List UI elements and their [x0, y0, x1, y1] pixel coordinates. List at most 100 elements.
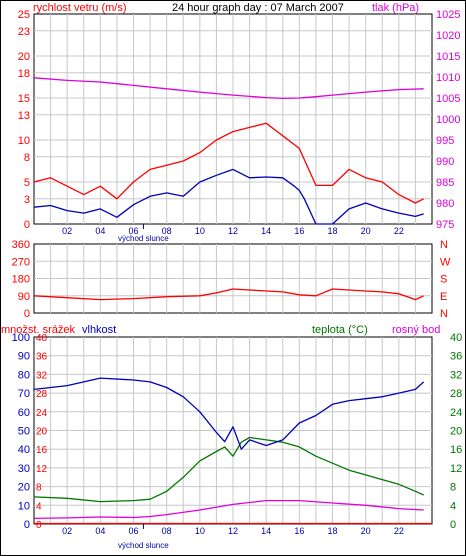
precip-tick-label: 32 [36, 370, 48, 381]
x-tick-label: 12 [228, 226, 238, 236]
y-left-tick-label: 8 [24, 152, 30, 164]
direction-label: N [440, 239, 448, 251]
humidity-tick-label: 60 [18, 407, 30, 419]
y-left-tick-label: 23 [18, 26, 30, 38]
x-tick-label: 04 [95, 226, 105, 236]
humidity-tick-label: 50 [18, 426, 30, 438]
humidity-line [33, 377, 425, 450]
precip-tick-label: 8 [36, 483, 42, 494]
y-left-tick-label: 5 [24, 177, 30, 189]
x-tick-label: 06 [128, 526, 138, 536]
y-left-tick-label: 180 [12, 274, 30, 286]
x-tick-label: 14 [261, 226, 271, 236]
y-left-tick-label: 270 [12, 256, 30, 268]
y-right-tick-label: 8 [450, 482, 456, 494]
x-tick-label: 10 [195, 526, 205, 536]
humidity-tick-label: 80 [18, 369, 30, 381]
precip-tick-label: 12 [36, 464, 48, 475]
axis-label-layer: 0358101315182023259759809859909951000100… [12, 9, 463, 536]
direction-line [33, 288, 424, 301]
y-right-tick-label: 16 [450, 444, 462, 456]
humidity-tick-label: 90 [18, 351, 30, 363]
y-left-tick-label: 0 [24, 219, 30, 231]
y-right-tick-label: 28 [450, 388, 462, 400]
y-right-tick-label: 1000 [436, 114, 460, 126]
x-tick-label: 18 [327, 526, 337, 536]
y-right-tick-label: 975 [436, 219, 454, 231]
precip-tick-label: 0 [36, 520, 42, 531]
y-left-tick-label: 13 [18, 110, 30, 122]
label-precip: množst. srážek [1, 324, 75, 336]
y-right-tick-label: 1005 [436, 93, 460, 105]
humidity-tick-label: 30 [18, 463, 30, 475]
y-right-tick-label: 20 [450, 426, 462, 438]
precip-tick-label: 16 [36, 445, 48, 456]
y-right-tick-label: 995 [436, 135, 454, 147]
y-right-tick-label: 1010 [436, 72, 460, 84]
x-tick-label: 22 [394, 226, 404, 236]
x-tick-label: 02 [62, 226, 72, 236]
y-right-tick-label: 40 [450, 332, 462, 344]
y-left-tick-label: 3 [24, 194, 30, 206]
x-tick-label: 16 [294, 526, 304, 536]
grid-layer [34, 14, 432, 524]
x-tick-label: 04 [95, 526, 105, 536]
y-right-tick-label: 980 [436, 198, 454, 210]
x-tick-label: 16 [294, 226, 304, 236]
dewpoint-line [33, 499, 424, 520]
temperature-line [33, 436, 424, 503]
y-right-tick-label: 985 [436, 177, 454, 189]
precip-tick-label: 36 [36, 352, 48, 363]
y-left-tick-label: 10 [18, 135, 30, 147]
x-tick-label: 08 [162, 526, 172, 536]
label-temperature: teplota (°C) [312, 324, 368, 336]
x-tick-label: 08 [162, 226, 172, 236]
x-tick-label: 06 [128, 226, 138, 236]
y-left-tick-label: 360 [12, 239, 30, 251]
x-tick-label: 18 [327, 226, 337, 236]
pressure-line [33, 77, 424, 100]
x-tick-label: 20 [361, 526, 371, 536]
x-tick-label: 14 [261, 526, 271, 536]
y-right-tick-label: 990 [436, 156, 454, 168]
y-right-tick-label: 12 [450, 463, 462, 475]
label-dewpoint: rosný bod [392, 324, 440, 336]
direction-label: W [440, 256, 451, 268]
y-right-tick-label: 1025 [436, 9, 460, 21]
chart-title: 24 hour graph day : 07 March 2007 [172, 2, 344, 14]
precip-tick-label: 28 [36, 389, 48, 400]
x-tick-label: 12 [228, 526, 238, 536]
x-tick-label: 22 [394, 526, 404, 536]
precip-tick-label: 40 [36, 333, 48, 344]
title-right-pressure: tlak (hPa) [372, 2, 419, 14]
precip-tick-label: 20 [36, 427, 48, 438]
precip-tick-label: 4 [36, 501, 42, 512]
y-right-tick-label: 24 [450, 407, 462, 419]
y-right-tick-label: 1015 [436, 51, 460, 63]
title-left-wind: rychlost vetru (m/s) [33, 2, 127, 14]
y-left-tick-label: 0 [24, 308, 30, 320]
y-left-tick-label: 20 [18, 51, 30, 63]
humidity-tick-label: 70 [18, 388, 30, 400]
series-layer [33, 77, 432, 525]
y-right-tick-label: 0 [450, 519, 456, 531]
direction-label: N [440, 308, 448, 320]
sunrise-label-top: východ slunce [118, 234, 169, 243]
y-right-tick-label: 36 [450, 351, 462, 363]
humidity-tick-label: 100 [12, 332, 30, 344]
sunrise-label-bottom: východ slunce [118, 541, 169, 550]
y-right-tick-label: 4 [450, 500, 456, 512]
direction-label: S [440, 274, 447, 286]
y-left-tick-label: 15 [18, 93, 30, 105]
precip-tick-label: 24 [36, 408, 48, 419]
humidity-tick-label: 40 [18, 444, 30, 456]
wind-line [33, 168, 424, 225]
direction-label: E [440, 291, 447, 303]
gust-line [33, 122, 424, 204]
y-left-tick-label: 25 [18, 9, 30, 21]
humidity-tick-label: 0 [24, 519, 30, 531]
humidity-tick-label: 10 [18, 500, 30, 512]
label-humidity: vlhkost [82, 324, 116, 336]
